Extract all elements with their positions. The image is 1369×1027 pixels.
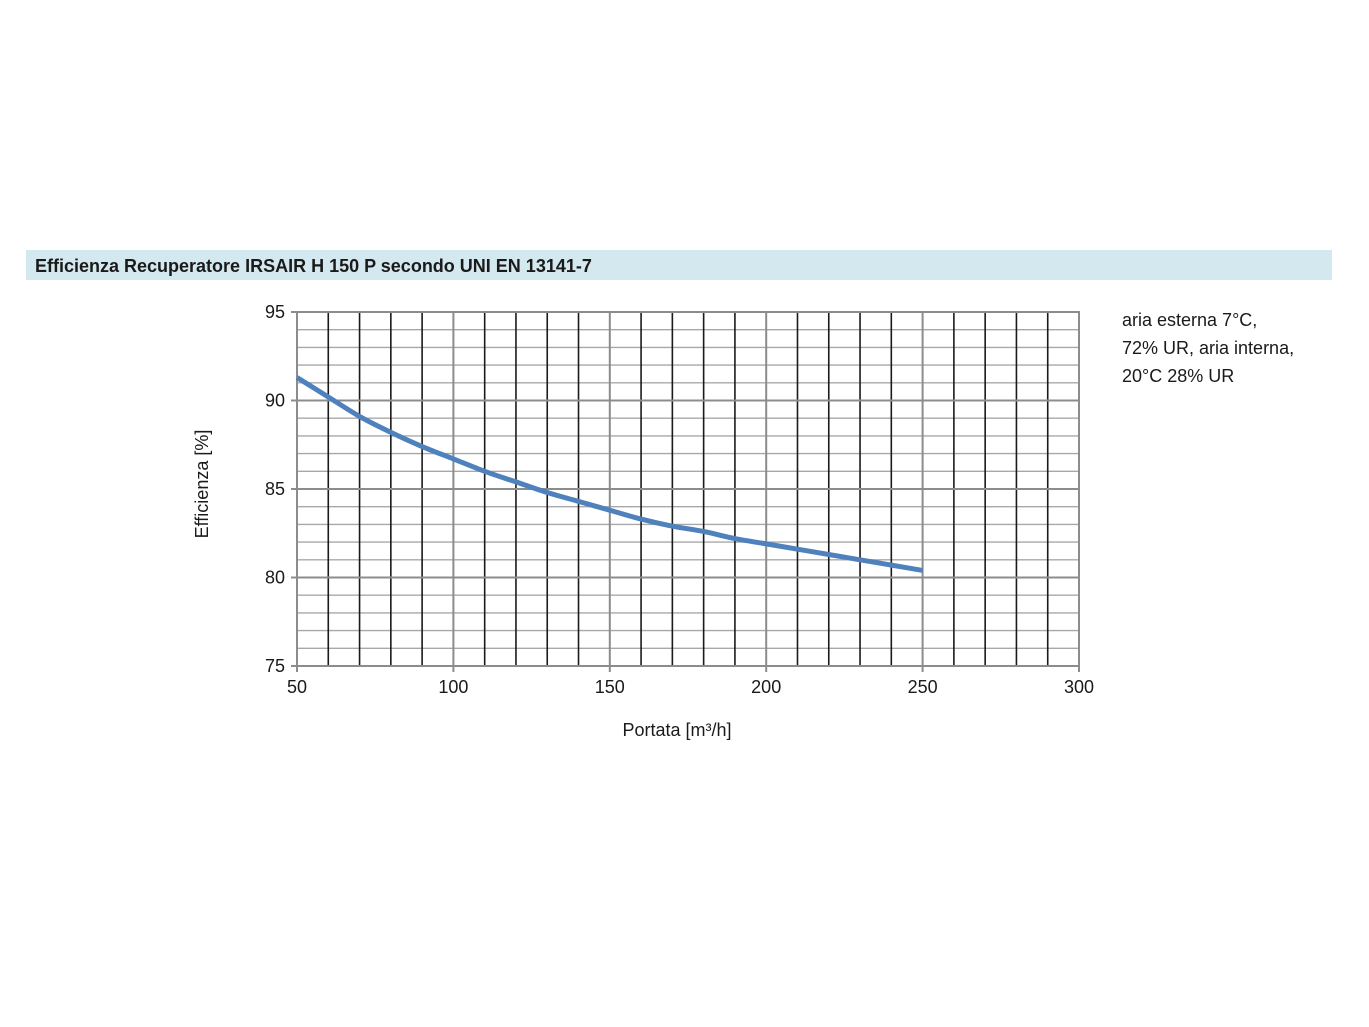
y-axis-label: Efficienza [%] — [192, 430, 212, 539]
x-tick-label: 250 — [908, 677, 938, 697]
plot-frame — [291, 311, 1080, 672]
y-tick-label: 80 — [265, 568, 285, 588]
chart-title-bar: Efficienza Recuperatore IRSAIR H 150 P s… — [26, 250, 1332, 280]
conditions-note-line: 20°C 28% UR — [1122, 366, 1235, 386]
y-tick-label: 95 — [265, 302, 285, 322]
grid-minor — [297, 312, 1079, 666]
chart-title: Efficienza Recuperatore IRSAIR H 150 P s… — [35, 256, 592, 276]
x-tick-label: 300 — [1064, 677, 1094, 697]
x-tick-label: 150 — [595, 677, 625, 697]
x-tick-label: 100 — [438, 677, 468, 697]
x-tick-label: 50 — [287, 677, 307, 697]
x-tick-labels: 50 100 150 200 250 300 — [287, 677, 1094, 697]
conditions-note: aria esterna 7°C, 72% UR, aria interna, … — [1122, 306, 1294, 390]
x-axis-label: Portata [m³/h] — [622, 720, 731, 740]
series-layer — [295, 375, 924, 573]
conditions-note-line: aria esterna 7°C, — [1122, 310, 1258, 330]
series-line — [295, 375, 924, 573]
y-tick-label: 85 — [265, 479, 285, 499]
y-tick-label: 75 — [265, 656, 285, 676]
conditions-note-line: 72% UR, aria interna, — [1122, 338, 1295, 358]
y-tick-label: 90 — [265, 391, 285, 411]
x-tick-label: 200 — [751, 677, 781, 697]
y-tick-labels: 95 90 85 80 75 — [265, 302, 285, 676]
